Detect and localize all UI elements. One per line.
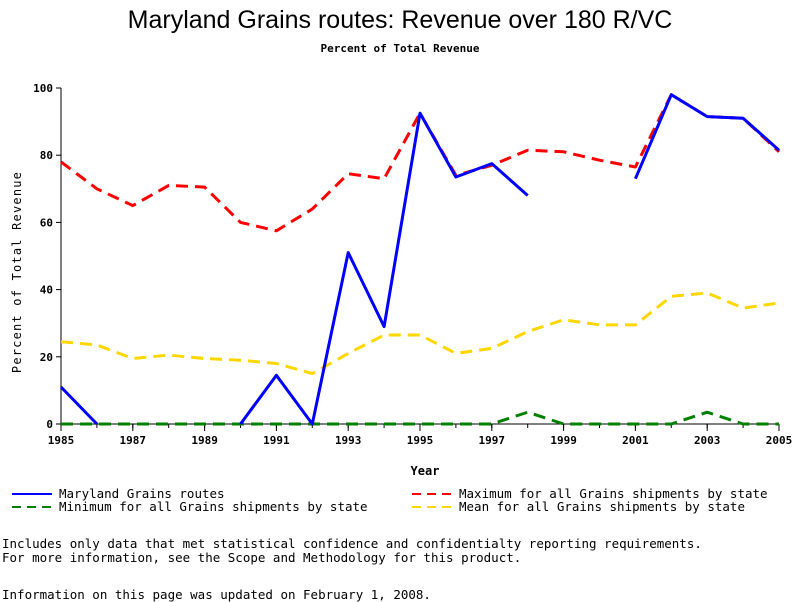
x-tick-label: 1997 <box>479 434 506 447</box>
series-line-maximum-for-all-grains-shipments-by-state <box>60 93 781 233</box>
series-line-mean-for-all-grains-shipments-by-state <box>60 291 780 376</box>
x-tick-label: 2005 <box>766 434 793 447</box>
x-tick-label: 1989 <box>191 434 218 447</box>
series-line-maryland-grains-routes <box>634 93 780 180</box>
x-tick-label: 1995 <box>407 434 434 447</box>
footnote-confidence: Includes only data that met statistical … <box>2 536 702 551</box>
x-tick-label: 2001 <box>622 434 649 447</box>
y-tick-label: 60 <box>40 216 53 229</box>
y-tick-label: 20 <box>40 351 53 364</box>
legend-label: Maryland Grains routes <box>59 486 225 501</box>
footnote-updated: Information on this page was updated on … <box>2 587 431 602</box>
y-tick-label: 100 <box>33 82 53 95</box>
y-tick-label: 80 <box>40 149 53 162</box>
x-axis-label: Year <box>411 464 440 478</box>
x-tick-label: 1987 <box>120 434 147 447</box>
footnote-methodology: For more information, see the Scope and … <box>2 550 522 565</box>
series-line-maryland-grains-routes <box>239 111 529 426</box>
chart-title: Maryland Grains routes: Revenue over 180… <box>127 6 673 34</box>
y-axis: 0 20 40 60 80 100 <box>33 82 61 431</box>
x-tick-label: 1985 <box>48 434 75 447</box>
y-axis-label: Percent of Total Revenue <box>10 171 24 373</box>
series-lines <box>59 93 781 426</box>
y-tick-label: 0 <box>46 418 53 431</box>
x-tick-label: 2003 <box>694 434 721 447</box>
legend-label: Minimum for all Grains shipments by stat… <box>59 499 368 514</box>
series-line-minimum-for-all-grains-shipments-by-state <box>61 410 779 426</box>
plot-frame <box>60 88 779 425</box>
legend-label: Maximum for all Grains shipments by stat… <box>459 486 768 501</box>
chart-subtitle: Percent of Total Revenue <box>320 42 480 55</box>
x-tick-label: 1993 <box>335 434 362 447</box>
x-tick-label: 1991 <box>263 434 290 447</box>
legend-label: Mean for all Grains shipments by state <box>459 499 745 514</box>
series-line-maryland-grains-routes <box>59 385 98 426</box>
y-tick-label: 40 <box>40 284 53 297</box>
x-axis: 1985 1987 1989 1991 1993 1995 1997 1999 2001 2003… <box>48 424 793 447</box>
x-tick-label: 1999 <box>550 434 577 447</box>
legend: Maryland Grains routes Maximum for all Gr… <box>12 486 768 514</box>
